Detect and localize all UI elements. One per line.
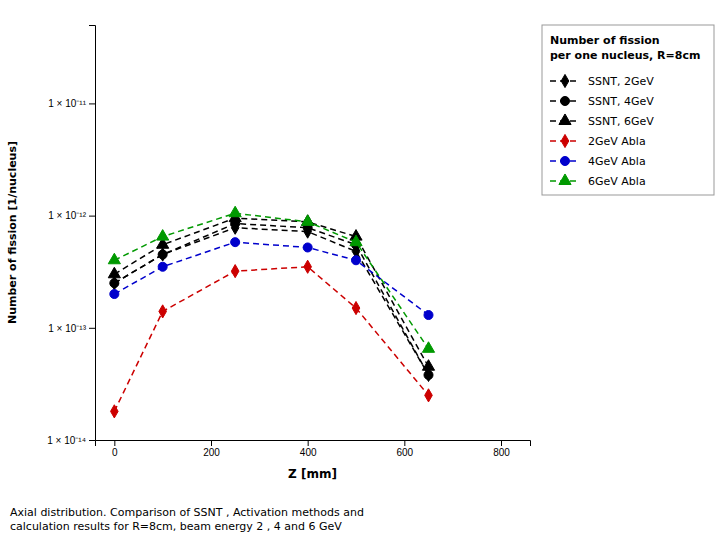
y-tick-mark <box>89 328 95 329</box>
data-point <box>351 256 360 265</box>
chart: 0 200 400 600 800 1 × 10⁻¹⁴ 1 × 10⁻¹³ 1 × 10⁻¹²… <box>0 0 720 540</box>
y-axis-line <box>89 26 96 441</box>
legend-entry: SSNT, 2GeV <box>550 74 654 87</box>
data-point <box>108 253 120 264</box>
legend: Number of fissionper one nucleus, R=8cm S… <box>542 25 714 195</box>
x-tick-mark <box>211 440 212 446</box>
data-point <box>157 230 169 241</box>
data-point <box>231 238 240 247</box>
data-point <box>303 243 312 252</box>
x-tick: 200 <box>203 440 220 458</box>
legend-entry: SSNT, 4GeV <box>550 95 654 108</box>
data-point <box>110 290 119 299</box>
series <box>110 219 433 379</box>
y-axis-title: Number of fission [1/nucleus] <box>6 141 19 324</box>
x-tick-label: 400 <box>300 447 317 458</box>
y-tick: 1 × 10⁻¹¹ <box>48 98 95 109</box>
data-marks <box>108 206 434 418</box>
y-tick: 1 × 10⁻¹³ <box>48 323 95 334</box>
legend-label: SSNT, 4GeV <box>588 95 654 108</box>
x-tick-mark <box>404 440 405 446</box>
x-axis-title: Z [mm] <box>288 467 337 481</box>
data-point <box>304 260 312 273</box>
legend-marker <box>559 174 571 185</box>
data-point <box>424 311 433 320</box>
x-tick-mark <box>501 440 502 446</box>
series-line <box>114 267 428 412</box>
plot-area: 0 200 400 600 800 1 × 10⁻¹⁴ 1 × 10⁻¹³ 1 × 10⁻¹²… <box>6 26 531 482</box>
y-tick-mark <box>89 103 95 104</box>
x-tick: 0 <box>112 440 118 458</box>
legend-label: 4GeV Abla <box>588 155 646 168</box>
data-point <box>159 248 167 261</box>
caption: Axial distribution. Comparison of SSNT ,… <box>10 506 364 533</box>
series <box>110 238 433 320</box>
series <box>108 211 434 370</box>
data-point <box>108 267 120 278</box>
y-tick-label: 1 × 10⁻¹⁴ <box>47 435 86 446</box>
data-point <box>110 279 119 288</box>
data-point <box>352 301 360 314</box>
legend-entry: 2GeV Abla <box>550 134 646 147</box>
data-point <box>231 265 239 278</box>
x-tick: 400 <box>300 440 317 458</box>
data-point <box>424 370 433 379</box>
legend-label: 2GeV Abla <box>588 135 646 148</box>
legend-marker <box>560 156 569 165</box>
data-point <box>302 215 314 226</box>
data-point <box>229 206 241 217</box>
data-point <box>111 405 119 418</box>
y-tick-mark <box>89 216 95 217</box>
legend-title: Number of fissionper one nucleus, R=8cm <box>550 34 700 62</box>
x-tick: 600 <box>396 440 413 458</box>
x-tick-mark <box>114 440 115 446</box>
x-axis-line <box>96 441 531 447</box>
series-line <box>114 218 428 367</box>
data-point <box>158 250 167 259</box>
y-axis: 1 × 10⁻¹⁴ 1 × 10⁻¹³ 1 × 10⁻¹² 1 × 10⁻¹¹ <box>47 26 95 446</box>
series-line <box>114 224 428 375</box>
data-point <box>159 305 167 318</box>
y-tick: 1 × 10⁻¹² <box>48 210 95 221</box>
data-point <box>422 342 434 353</box>
series-line <box>114 242 428 315</box>
series <box>111 221 433 381</box>
legend-marker <box>561 74 569 87</box>
x-tick-label: 800 <box>493 447 510 458</box>
series <box>108 206 434 352</box>
series-line <box>114 213 428 349</box>
x-tick-label: 0 <box>112 447 118 458</box>
legend-marker <box>560 96 569 105</box>
y-tick-label: 1 × 10⁻¹³ <box>48 323 86 334</box>
legend-frame <box>542 25 714 195</box>
x-tick-label: 600 <box>396 447 413 458</box>
legend-marker <box>559 114 571 125</box>
legend-label: 6GeV Abla <box>588 175 646 188</box>
y-tick-mark <box>89 440 95 441</box>
data-point <box>422 360 434 371</box>
x-tick-mark <box>308 440 309 446</box>
data-point <box>158 262 167 271</box>
series-line <box>114 228 428 375</box>
legend-label: SSNT, 2GeV <box>588 75 654 88</box>
legend-entry: SSNT, 6GeV <box>550 114 654 128</box>
legend-entry: 6GeV Abla <box>550 174 646 188</box>
data-point <box>111 277 119 290</box>
y-tick-label: 1 × 10⁻¹¹ <box>48 98 86 109</box>
legend-label: SSNT, 6GeV <box>588 115 654 128</box>
legend-entry: 4GeV Abla <box>550 155 646 168</box>
legend-marker <box>561 134 569 147</box>
x-axis: 0 200 400 600 800 <box>96 440 531 458</box>
data-point <box>350 235 362 246</box>
x-tick: 800 <box>493 440 510 458</box>
data-point <box>302 215 314 226</box>
y-tick-label: 1 × 10⁻¹² <box>48 210 86 221</box>
y-tick: 1 × 10⁻¹⁴ <box>47 435 95 446</box>
x-tick-label: 200 <box>203 447 220 458</box>
data-point <box>425 389 433 402</box>
